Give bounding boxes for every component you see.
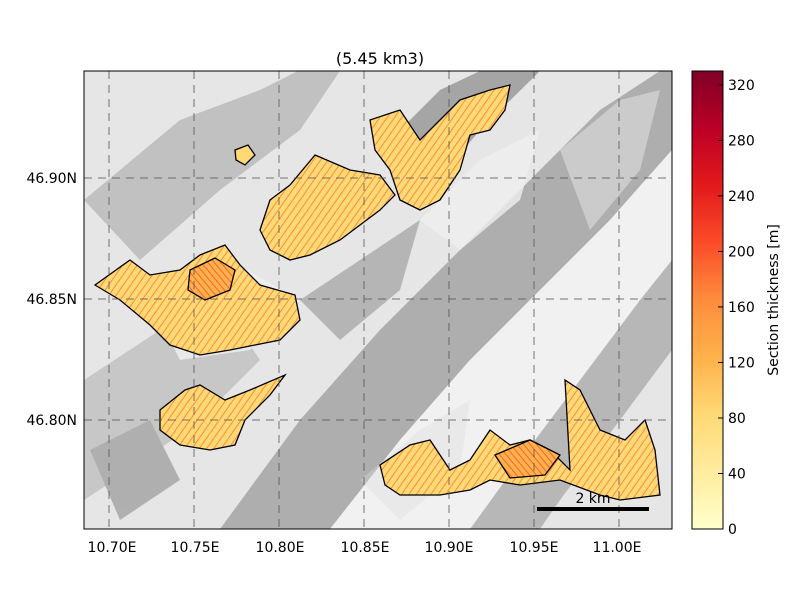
lon-tick: 11.00E [593, 540, 642, 556]
colorbar-tick-label: 240 [728, 189, 755, 205]
colorbar-label: Section thickness [m] [766, 224, 782, 376]
colorbar: 0 40 80 120 160 200 240 280 320 Section thicknes… [691, 70, 782, 538]
map-panel: 2 km [84, 71, 672, 529]
colorbar-tick-label: 160 [728, 300, 755, 316]
colorbar-tick-label: 200 [728, 244, 755, 260]
lon-tick-labels: 10.70E 10.75E 10.80E 10.85E 10.90E 10.95… [88, 540, 642, 556]
lat-tick-labels: 46.90N 46.85N 46.80N [26, 171, 77, 429]
colorbar-gradient [691, 70, 724, 530]
colorbar-tick-label: 40 [728, 466, 746, 482]
scale-bar: 2 km [537, 491, 649, 511]
lat-tick: 46.85N [26, 292, 77, 308]
glacier-small [234, 144, 256, 166]
lon-tick: 10.95E [510, 540, 559, 556]
map-grid [84, 71, 672, 529]
colorbar-tick-label: 80 [728, 411, 746, 427]
colorbar-tick-label: 280 [728, 133, 755, 149]
lon-tick: 10.75E [171, 540, 220, 556]
colorbar-ticks: 0 40 80 120 160 200 240 280 320 [718, 78, 755, 538]
colorbar-tick-label: 0 [728, 522, 737, 538]
lat-tick: 46.90N [26, 171, 77, 187]
glacier-west-core [187, 257, 236, 301]
glacier-ne [369, 84, 511, 211]
glacier-se [379, 378, 661, 501]
glacier-se-core [494, 439, 561, 479]
lon-tick: 10.70E [88, 540, 137, 556]
colorbar-tick-label: 120 [728, 355, 755, 371]
colorbar-tick-label: 320 [728, 78, 755, 94]
lon-tick: 10.90E [425, 540, 474, 556]
glacier-outlines [93, 84, 661, 501]
map-frame [83, 70, 673, 530]
lat-tick: 46.80N [26, 413, 77, 429]
glacier-sw [159, 373, 287, 451]
glacier-west [93, 244, 301, 356]
map-title: (5.45 km3) [336, 49, 424, 68]
scale-bar-label: 2 km [575, 491, 610, 507]
lon-tick: 10.80E [256, 540, 305, 556]
lon-tick: 10.85E [341, 540, 390, 556]
